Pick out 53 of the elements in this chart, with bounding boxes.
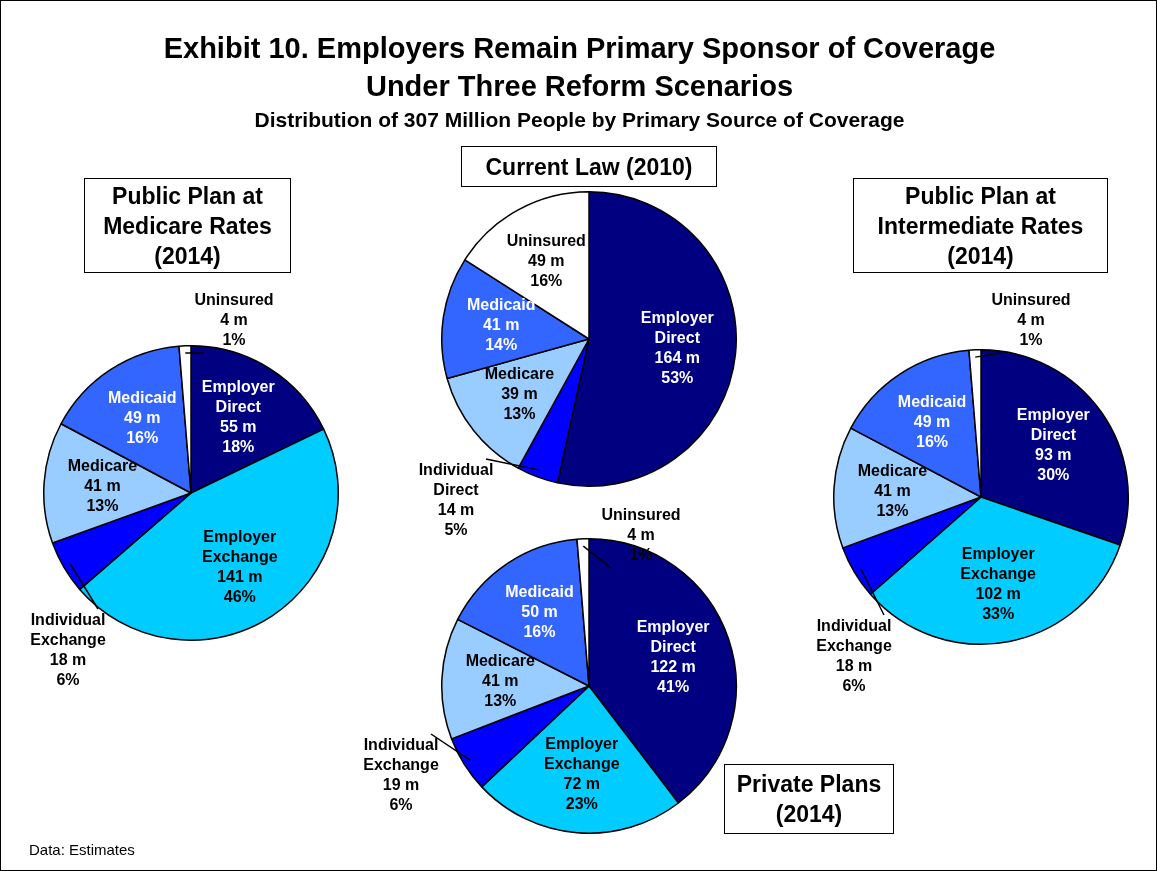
data-label: 18 m 6%: [49, 651, 87, 689]
slice-label: Uninsured: [991, 291, 1071, 309]
data-label: 41 m 13%: [482, 671, 519, 709]
text: Private Plans (2014): [724, 764, 894, 834]
text: Data: Estimates: [29, 841, 135, 858]
slice-label: Employer Direct: [1016, 405, 1090, 443]
data-label: 4 m 1%: [220, 311, 248, 349]
slice-label: Employer Exchange: [543, 734, 620, 772]
data-label: 49 m 16%: [913, 413, 951, 451]
slice-label: Employer Direct: [201, 378, 275, 416]
slice-label: Employer Direct: [640, 308, 714, 346]
data-label: 141 m 46%: [217, 567, 263, 605]
slice-label: Medicare: [484, 364, 555, 382]
slice-label: Medicaid: [108, 389, 177, 407]
data-label: 72 m 23%: [563, 774, 600, 812]
slice-label: Employer Exchange: [960, 544, 1037, 582]
data-label: 122 m 41%: [650, 657, 696, 695]
slice-label: Uninsured: [506, 231, 586, 249]
chart-title: Current Law (2010): [461, 146, 717, 187]
slice-label: Uninsured: [601, 506, 681, 524]
text: Distribution of 307 Million People by Primary Source of Coverage: [253, 107, 906, 133]
data-label: 39 m 13%: [501, 384, 538, 422]
text: Exhibit 10. Employers Remain Primary Sponsor of Coverage Under Three Reform Scenarios: [162, 31, 997, 104]
slice-label: Individual Direct: [418, 461, 494, 499]
slice-label: Employer Exchange: [201, 527, 278, 565]
slice-label: Employer Direct: [636, 617, 710, 655]
data-label: 19 m 6%: [382, 776, 420, 814]
data-label: 4 m 1%: [627, 526, 655, 564]
data-label: 41 m 14%: [482, 316, 520, 354]
data-label: 14 m 5%: [437, 501, 475, 539]
data-label: 50 m 16%: [521, 602, 558, 640]
chart-title: Public Plan at Intermediate Rates (2014): [853, 178, 1108, 273]
data-label: 49 m 16%: [124, 409, 161, 447]
slice-label: Uninsured: [194, 291, 274, 309]
slice-label: Individual Exchange: [363, 736, 439, 774]
data-label: 18 m 6%: [835, 657, 873, 695]
data-label: 55 m 18%: [220, 418, 257, 456]
data-label: 93 m 30%: [1035, 445, 1072, 483]
data-label: 102 m 33%: [975, 584, 1021, 622]
data-label: 164 m 53%: [654, 348, 700, 386]
slice-label: Individual Exchange: [816, 617, 892, 655]
data-label: 41 m 13%: [874, 481, 911, 519]
slice-label: Medicare: [465, 651, 536, 669]
slice-label: Medicaid: [897, 393, 967, 411]
data-label: 4 m 1%: [1017, 311, 1045, 349]
slice-label: Individual Exchange: [30, 611, 106, 649]
slice-label: Medicare: [857, 461, 928, 479]
slice-label: Medicare: [67, 457, 138, 475]
data-label: 41 m 13%: [84, 477, 121, 515]
slice-label: Medicaid: [505, 582, 574, 600]
data-label: 49 m 16%: [528, 251, 565, 289]
slice-label: Medicaid: [466, 296, 536, 314]
chart-title: Public Plan at Medicare Rates (2014): [84, 178, 291, 273]
